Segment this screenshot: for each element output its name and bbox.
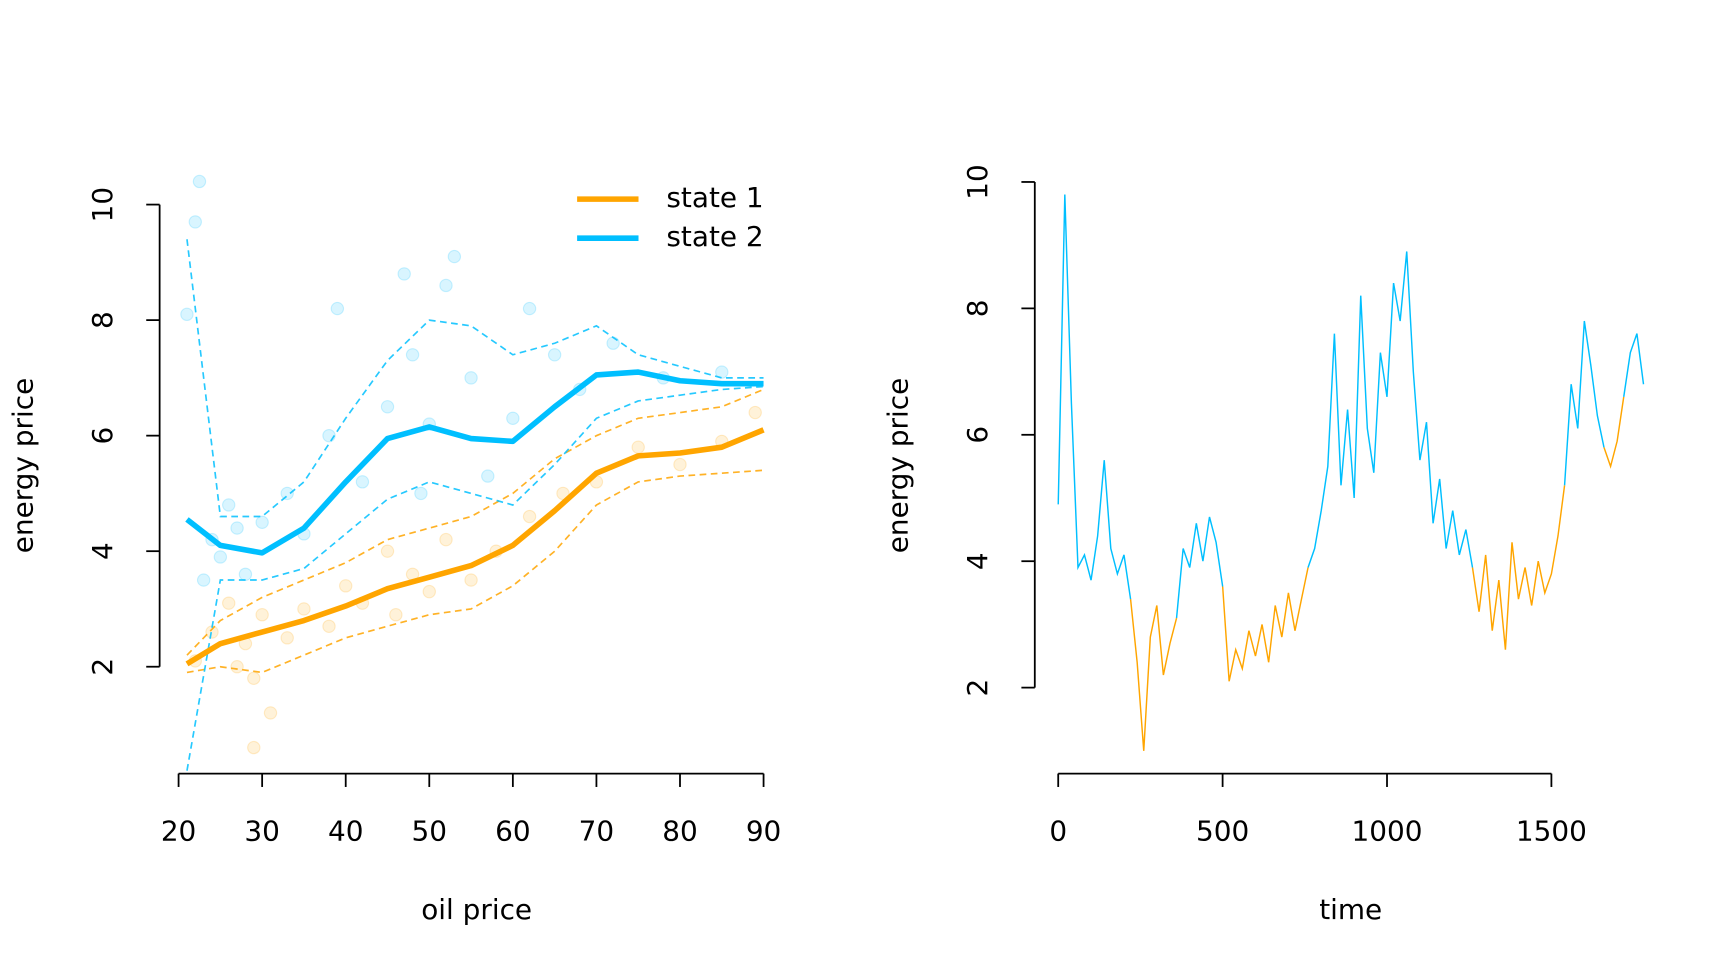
sample-curve: [186, 469, 764, 674]
data-point: [380, 400, 395, 414]
data-point: [322, 428, 336, 443]
y-tick-label: 6: [86, 427, 119, 445]
x-tick-label: 1000: [1352, 815, 1423, 848]
data-point: [715, 365, 729, 379]
data-point: [330, 301, 345, 316]
x-tick-label: 60: [495, 815, 531, 848]
data-point: [464, 573, 478, 587]
data-point: [380, 544, 395, 558]
mean-curve: [185, 427, 765, 667]
data-point: [230, 660, 244, 674]
data-point: [297, 602, 311, 616]
x-tick-label: 500: [1196, 815, 1249, 848]
y-tick-label: 2: [86, 658, 119, 676]
mean-curve: [185, 369, 764, 556]
data-point: [414, 486, 428, 501]
chart-panel: 20 30 40 50 60 70 80 90 2 4 6 8 10 oil price energy pr…: [7, 174, 781, 926]
legend: state 1 state 2: [577, 181, 764, 253]
x-tick-label: 40: [328, 815, 364, 848]
data-point: [180, 307, 194, 322]
data-point: [188, 215, 202, 229]
sample-curve: [186, 385, 764, 771]
x-tick-label: 20: [161, 815, 197, 848]
data-point: [322, 619, 336, 633]
legend-label: state 2: [666, 220, 763, 253]
data-point: [247, 740, 261, 755]
y-axis-title: energy price: [882, 378, 915, 553]
data-point: [405, 348, 420, 362]
x-tick-label: 90: [746, 815, 781, 848]
data-point: [439, 278, 453, 293]
data-point: [280, 631, 294, 645]
y-tick-label: 10: [961, 164, 994, 199]
x-tick-label: 0: [1049, 815, 1067, 848]
data-point: [280, 486, 294, 501]
data-point: [447, 249, 462, 264]
y-tick-label: 8: [86, 311, 119, 329]
data-point: [748, 405, 762, 420]
data-point: [213, 550, 228, 564]
series-line: [1129, 396, 1625, 751]
data-point: [230, 521, 244, 535]
x-axis-title: oil price: [421, 893, 532, 926]
x-tick-label: 30: [244, 815, 279, 848]
data-point: [464, 371, 478, 385]
sample-curve: [186, 239, 764, 518]
series-line: [1057, 194, 1645, 619]
data-point: [263, 706, 278, 720]
data-point: [247, 671, 261, 685]
data-point: [422, 584, 436, 599]
data-point: [205, 625, 219, 639]
y-axis-title: energy price: [7, 378, 40, 553]
y-tick-label: 6: [961, 426, 994, 444]
data-point: [222, 596, 236, 610]
chart-panel: 0 500 1000 1500 2 4 6 8 10 time energy price: [882, 164, 1645, 926]
y-tick-label: 4: [86, 542, 119, 560]
x-tick-label: 80: [662, 815, 698, 848]
data-point: [439, 532, 453, 547]
data-point: [397, 267, 411, 281]
data-point: [522, 509, 537, 524]
data-point: [192, 174, 207, 189]
x-tick-label: 50: [412, 815, 448, 848]
data-point: [255, 608, 269, 622]
y-tick-label: 10: [86, 187, 119, 223]
x-tick-label: 1500: [1516, 815, 1587, 848]
data-point: [222, 498, 236, 512]
legend-label: state 1: [666, 181, 763, 214]
y-tick-label: 4: [961, 552, 994, 570]
data-point: [339, 579, 353, 593]
data-point: [481, 469, 495, 483]
sample-curve: [186, 388, 764, 656]
data-point: [631, 440, 645, 454]
data-point: [506, 411, 520, 426]
data-point: [238, 567, 253, 581]
x-axis-title: time: [1319, 893, 1382, 926]
data-point: [355, 475, 370, 489]
data-point: [255, 515, 269, 529]
data-point: [606, 336, 620, 350]
data-point: [196, 573, 211, 587]
y-tick-label: 2: [961, 679, 994, 697]
data-point: [389, 608, 403, 622]
x-tick-label: 70: [579, 815, 615, 848]
data-point: [547, 348, 562, 362]
data-point: [673, 457, 687, 472]
data-point: [522, 301, 537, 316]
y-tick-label: 8: [961, 300, 994, 318]
